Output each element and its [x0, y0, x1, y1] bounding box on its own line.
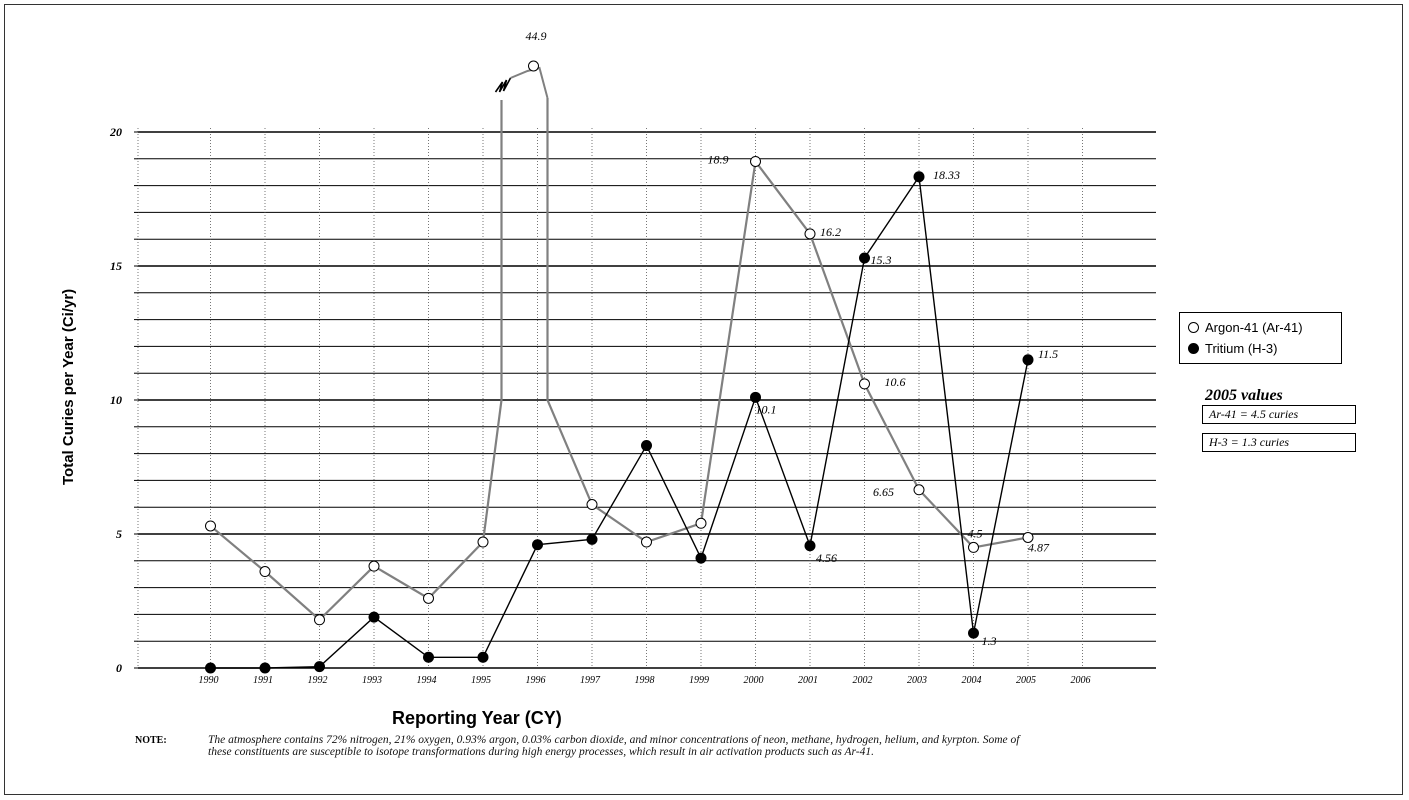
x-tick-label: 2000 — [744, 675, 764, 686]
data-point-argon — [750, 155, 761, 167]
x-tick-label: 2004 — [962, 675, 982, 686]
data-label: 10.6 — [885, 375, 906, 389]
note-text: The atmosphere contains 72% nitrogen, 21… — [208, 734, 1020, 758]
data-point-argon — [368, 560, 380, 572]
data-point-tritium — [804, 540, 816, 552]
data-point-tritium — [368, 611, 380, 623]
y-tick-label: 5 — [116, 527, 122, 541]
filled-circle-icon — [1188, 343, 1199, 354]
data-label: 4.87 — [1028, 540, 1050, 554]
y-axis-title: Total Curies per Year (Ci/yr) — [60, 288, 77, 485]
data-point-argon — [477, 536, 489, 548]
data-point-tritium — [750, 391, 761, 403]
values-2005-h3: H-3 = 1.3 curies — [1202, 433, 1356, 452]
x-tick-label: 2003 — [907, 675, 927, 686]
x-tick-label: 2006 — [1071, 675, 1091, 686]
data-point-tritium — [859, 252, 870, 264]
x-tick-label: 2001 — [798, 675, 818, 686]
data-point-tritium — [532, 539, 543, 551]
y-tick-label: 20 — [109, 125, 122, 139]
open-circle-icon — [1188, 322, 1199, 333]
y-tick-label: 15 — [110, 259, 122, 273]
axis-break-mark — [494, 77, 512, 93]
data-point-argon — [423, 592, 434, 604]
data-label: 4.56 — [816, 551, 837, 565]
x-tick-label: 1993 — [362, 675, 382, 686]
data-point-argon — [913, 484, 925, 496]
data-label: 4.5 — [968, 526, 983, 540]
series-line-argon-spike — [510, 66, 549, 99]
data-point-tritium — [205, 662, 216, 674]
data-label: 1.3 — [982, 634, 997, 648]
data-point-argon — [1022, 531, 1034, 543]
legend: Argon-41 (Ar-41) Tritium (H-3) — [1179, 312, 1342, 364]
data-point-argon — [586, 499, 598, 511]
x-tick-label: 1990 — [199, 675, 219, 686]
data-point-tritium — [1022, 354, 1034, 366]
y-tick-label: 0 — [116, 661, 122, 675]
x-tick-label: 1998 — [635, 675, 655, 686]
data-label: 11.5 — [1038, 347, 1058, 361]
data-label: 16.2 — [820, 225, 841, 239]
data-label: 18.9 — [708, 152, 729, 166]
data-point-tritium — [586, 533, 598, 545]
x-tick-label: 1991 — [253, 675, 273, 686]
data-point-argon — [259, 566, 271, 578]
data-point-argon — [641, 536, 652, 548]
data-point-argon — [968, 541, 979, 553]
series-line-tritium — [210, 174, 1029, 669]
legend-label-tritium: Tritium (H-3) — [1205, 341, 1278, 356]
data-point-argon — [695, 517, 707, 529]
values-2005-ar41: Ar-41 = 4.5 curies — [1202, 405, 1356, 424]
x-tick-label: 2002 — [853, 675, 873, 686]
x-tick-label: 1995 — [471, 675, 491, 686]
x-tick-label: 1996 — [526, 675, 546, 686]
page-frame — [4, 4, 1403, 795]
x-tick-label: 1997 — [580, 675, 601, 686]
data-label: 15.3 — [871, 253, 892, 267]
data-point-tritium — [259, 662, 271, 674]
data-label: 6.65 — [873, 485, 894, 499]
data-point-tritium — [477, 651, 489, 663]
data-point-argon — [205, 520, 216, 532]
data-point-tritium — [695, 552, 707, 564]
data-point-tritium — [423, 651, 434, 663]
data-point-tritium — [913, 171, 925, 183]
data-label: 44.9 — [526, 29, 547, 43]
data-point-tritium — [968, 627, 979, 639]
data-point-argon — [314, 614, 325, 626]
data-point-argon — [859, 378, 870, 390]
legend-item-argon: Argon-41 (Ar-41) — [1188, 320, 1303, 335]
values-2005-title: 2005 values — [1205, 387, 1283, 404]
x-tick-label: 1999 — [689, 675, 709, 686]
data-point-tritium — [314, 661, 325, 673]
x-tick-label: 2005 — [1016, 675, 1036, 686]
legend-label-argon: Argon-41 (Ar-41) — [1205, 320, 1303, 335]
data-point-argon — [528, 60, 539, 72]
series-line-argon — [209, 98, 1029, 622]
data-label: 10.1 — [756, 402, 777, 416]
data-point-argon — [804, 228, 816, 240]
x-axis-title: Reporting Year (CY) — [392, 708, 562, 728]
data-label: 18.33 — [933, 168, 960, 182]
note-label: NOTE: — [135, 735, 167, 746]
y-tick-label: 10 — [110, 393, 122, 407]
legend-item-tritium: Tritium (H-3) — [1188, 341, 1277, 356]
x-tick-label: 1994 — [417, 675, 437, 686]
x-tick-label: 1992 — [308, 675, 328, 686]
data-point-tritium — [641, 440, 652, 452]
